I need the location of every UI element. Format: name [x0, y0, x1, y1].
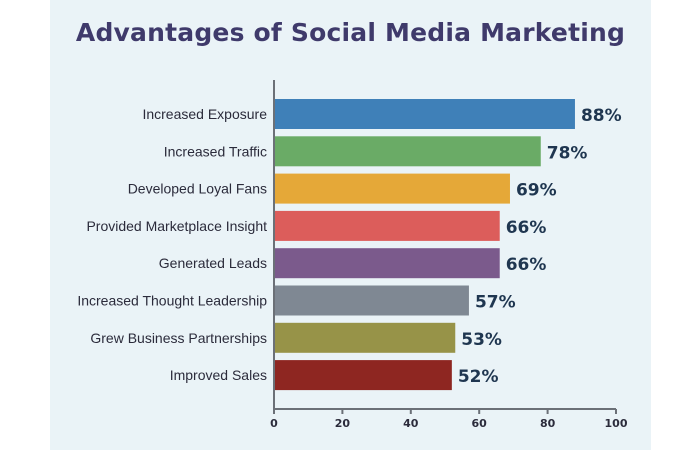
- category-label-2: Increased Traffic: [164, 143, 267, 159]
- value-label-6: 57%: [475, 293, 516, 313]
- x-tick-label-6: 100: [605, 417, 628, 430]
- category-label-5: Generated Leads: [159, 255, 267, 271]
- x-tick-label-5: 80: [540, 417, 556, 430]
- category-label-8: Improved Sales: [170, 367, 267, 383]
- category-labels-group: Increased Exposure Increased Traffic Devel…: [77, 106, 267, 383]
- category-label-3: Developed Loyal Fans: [128, 181, 267, 197]
- category-label-1: Increased Exposure: [142, 106, 267, 122]
- x-tick-label-4: 60: [472, 417, 488, 430]
- value-label-1: 88%: [581, 106, 622, 126]
- value-labels-group: 88% 78% 69% 66% 66% 57% 53% 52%: [458, 106, 622, 387]
- bar-3: [274, 173, 510, 204]
- bar-7: [274, 322, 456, 353]
- bar-2: [274, 136, 541, 167]
- value-label-3: 69%: [516, 181, 557, 201]
- bar-4: [274, 210, 500, 241]
- category-label-6: Increased Thought Leadership: [77, 293, 267, 309]
- x-tick-label-2: 20: [335, 417, 351, 430]
- value-label-4: 66%: [506, 218, 547, 238]
- x-tick-label-3: 40: [403, 417, 419, 430]
- category-label-4: Provided Marketplace Insight: [86, 218, 267, 234]
- value-label-2: 78%: [547, 143, 588, 163]
- chart-title: Advantages of Social Media Marketing: [75, 18, 626, 47]
- category-label-7: Grew Business Partnerships: [90, 330, 267, 346]
- bar-8: [274, 360, 452, 391]
- x-ticks-group: 0 20 40 60 80 100: [270, 409, 628, 430]
- bar-5: [274, 248, 500, 279]
- bar-6: [274, 285, 469, 316]
- value-label-5: 66%: [506, 255, 547, 275]
- bar-1: [274, 99, 575, 129]
- bars-group: [274, 99, 575, 391]
- value-label-8: 52%: [458, 367, 499, 387]
- value-label-7: 53%: [461, 330, 502, 350]
- x-tick-label-1: 0: [270, 417, 278, 430]
